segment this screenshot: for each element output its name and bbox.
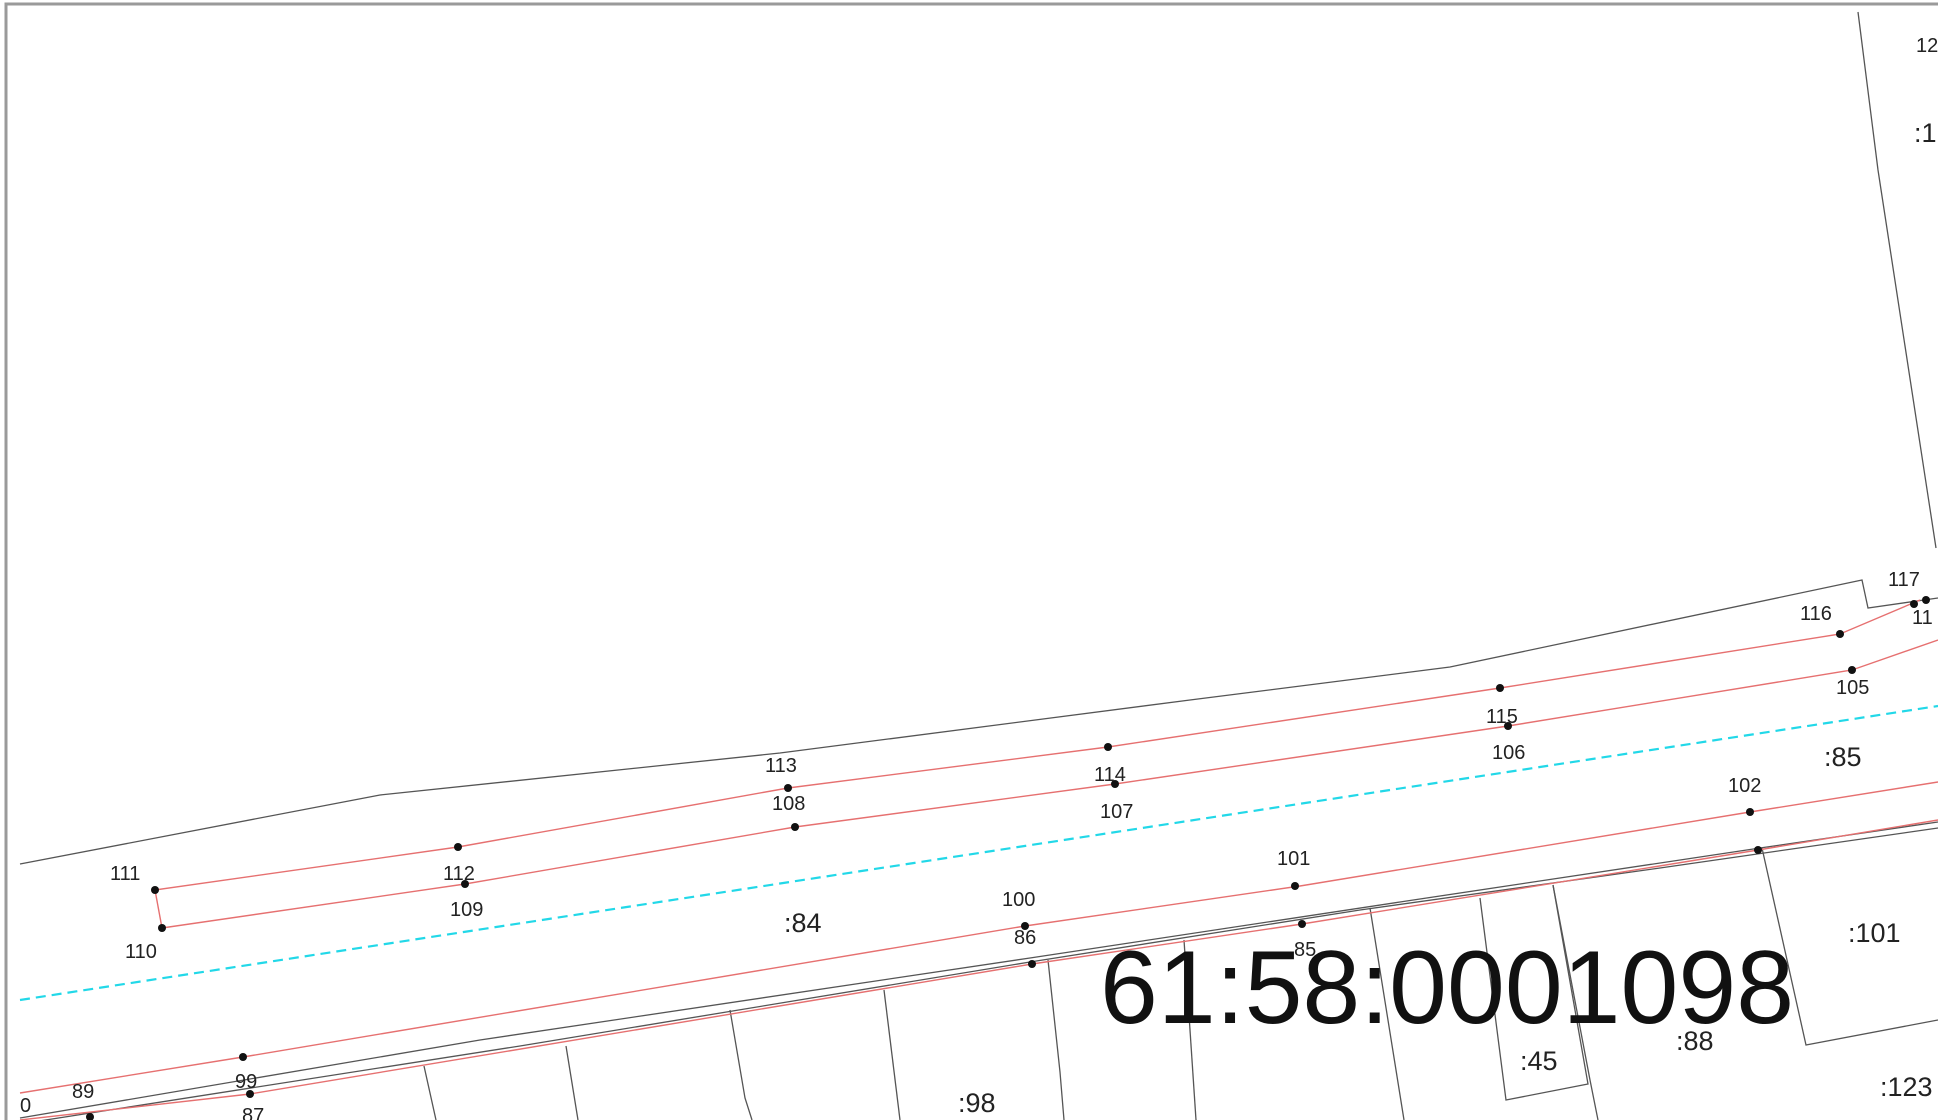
point-107[interactable] [1111, 780, 1119, 788]
street-south-boundary [19, 821, 1938, 1119]
point-102[interactable] [1746, 808, 1754, 816]
point-100[interactable] [1021, 922, 1029, 930]
parcel-divider [883, 989, 901, 1120]
point-label: 102 [1728, 775, 1761, 797]
parcel-label-85[interactable]: :85 [1824, 742, 1862, 772]
street-south-boundary-inner [41, 827, 1938, 1120]
point-116[interactable] [1836, 630, 1844, 638]
parcel-divider [565, 1045, 579, 1120]
zone-boundary-line [19, 704, 1938, 1002]
point-label: 0 [20, 1095, 31, 1117]
boundary-points [86, 596, 1930, 1120]
red-line-inner-south [161, 639, 1938, 929]
red-line-road-south [19, 819, 1938, 1120]
parcel-45-boundary [1479, 884, 1589, 1101]
point-115[interactable] [1496, 684, 1504, 692]
point-label: 109 [450, 899, 483, 921]
point-label: 11 [1912, 607, 1933, 629]
point-label: 107 [1100, 801, 1133, 823]
point-102b[interactable] [1754, 846, 1762, 854]
point-89[interactable] [86, 1113, 94, 1120]
red-line-inner-west-edge [154, 889, 163, 929]
point-113[interactable] [784, 784, 792, 792]
parcel-divider [1047, 959, 1065, 1120]
street-north-boundary [19, 579, 1938, 865]
point-label: 86 [1014, 927, 1036, 949]
point-86[interactable] [1028, 960, 1036, 968]
point-label: 113 [765, 755, 797, 777]
point-111[interactable] [151, 886, 159, 894]
point-101[interactable] [1291, 882, 1299, 890]
point-106[interactable] [1504, 722, 1512, 730]
point-label: 87 [242, 1105, 264, 1120]
point-117[interactable] [1910, 600, 1918, 608]
parcel-divider [1369, 907, 1405, 1120]
point-label: 100 [1002, 889, 1035, 911]
red-line-road-north [19, 781, 1938, 1094]
point-label: 111 [110, 863, 140, 885]
point-label: 114 [1094, 764, 1126, 786]
point-label: 89 [72, 1081, 94, 1103]
point-label: 99 [235, 1071, 257, 1093]
cadastral-quarter-label: 61:58:0001098 [1100, 930, 1794, 1046]
point-label: 116 [1800, 603, 1832, 625]
point-112[interactable] [454, 843, 462, 851]
point-109[interactable] [461, 880, 469, 888]
parcel-label-98[interactable]: :98 [958, 1088, 996, 1118]
point-99[interactable] [239, 1053, 247, 1061]
point-114[interactable] [1104, 743, 1112, 751]
point-87[interactable] [246, 1090, 254, 1098]
parcel-label-88[interactable]: :88 [1676, 1026, 1714, 1056]
point-label: 85 [1294, 939, 1316, 961]
point-label: 115 [1486, 706, 1518, 728]
point-label: 101 [1277, 848, 1310, 870]
parcel-divider [423, 1065, 437, 1120]
parcel-label-45[interactable]: :45 [1520, 1046, 1558, 1076]
point-label: 110 [125, 941, 157, 963]
parcel-divider [1183, 939, 1197, 1120]
parcel-label-84[interactable]: :84 [784, 908, 822, 938]
parcel-divider [1552, 884, 1599, 1120]
parcel-1-west-boundary [1857, 11, 1937, 549]
point-105[interactable] [1848, 666, 1856, 674]
parcel-label-1[interactable]: :1 [1914, 118, 1937, 148]
point-label: 108 [772, 793, 805, 815]
point-108[interactable] [791, 823, 799, 831]
red-line-inner-north [154, 599, 1921, 891]
point-label: 106 [1492, 742, 1525, 764]
point-110[interactable] [158, 924, 166, 932]
parcel-labels: :84 :85 :101 :88 :45 :98 :123 :1 [784, 118, 1937, 1118]
point-labels: 111 110 112 109 113 108 114 107 115 106 … [20, 35, 1938, 1120]
point-label: 12 [1916, 35, 1938, 57]
point-label: 105 [1836, 677, 1869, 699]
parcel-101-boundary [1761, 847, 1938, 1046]
point-label: 117 [1888, 569, 1920, 591]
parcel-label-101[interactable]: :101 [1848, 918, 1901, 948]
map-frame-border [4, 2, 1938, 1120]
point-85[interactable] [1298, 920, 1306, 928]
parcel-divider [729, 1009, 753, 1120]
point-label: 112 [443, 863, 475, 885]
parcel-label-123[interactable]: :123 [1880, 1072, 1933, 1102]
point-118[interactable] [1922, 596, 1930, 604]
